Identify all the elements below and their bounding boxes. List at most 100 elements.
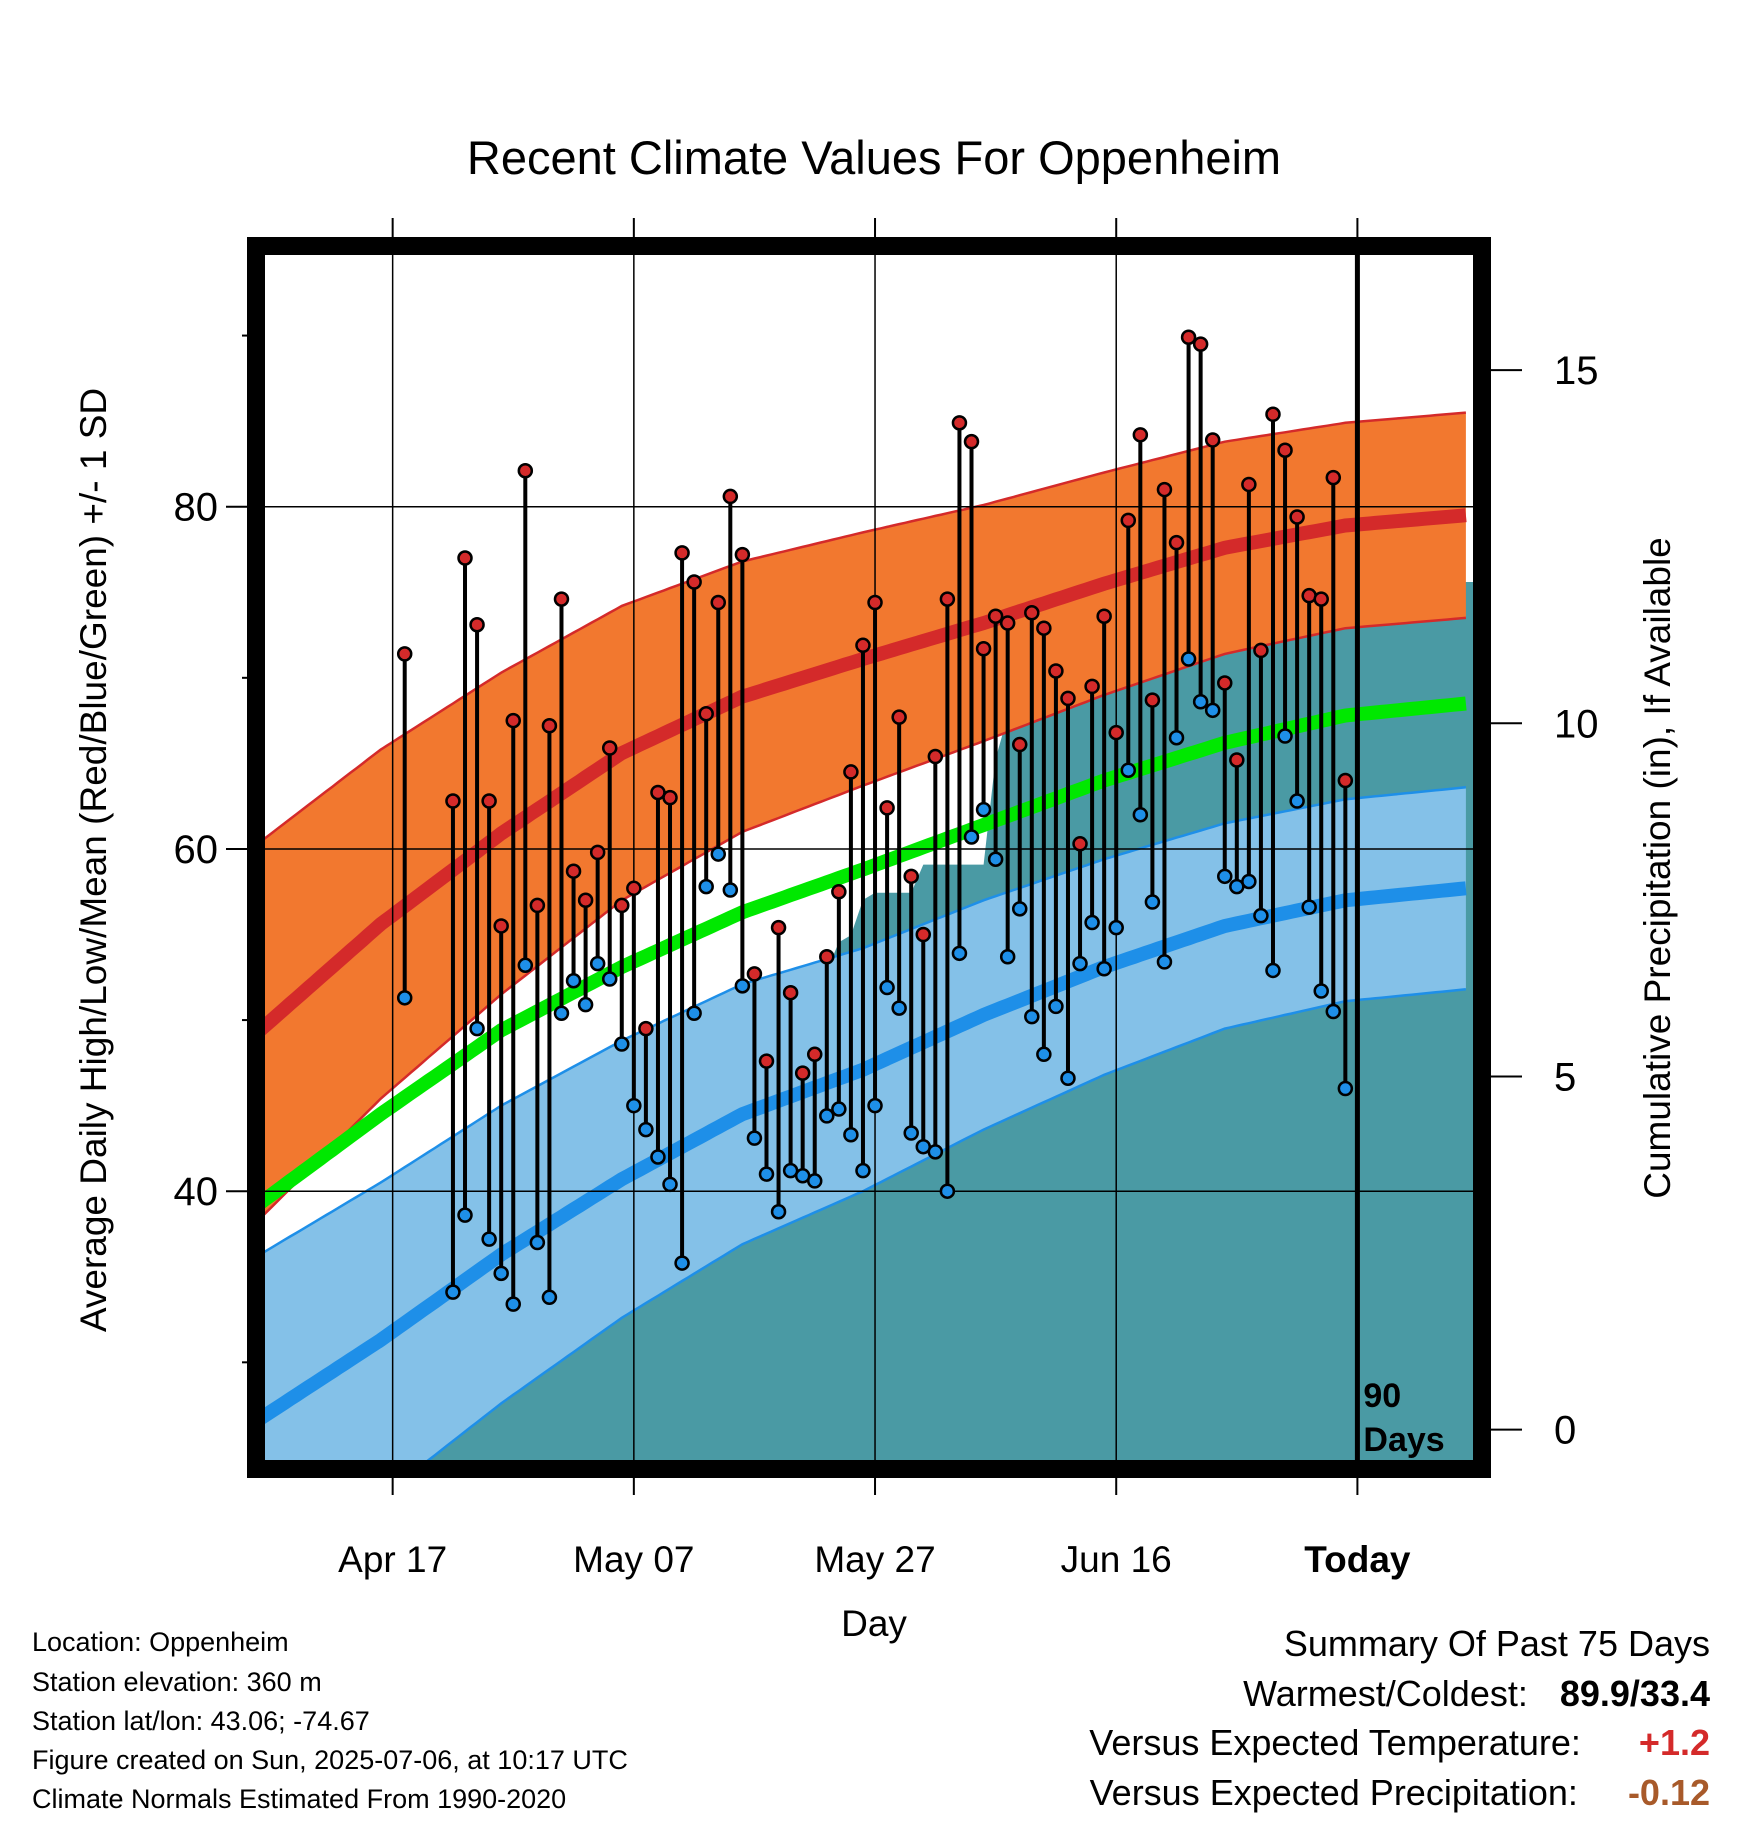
info-elevation: Station elevation: 360 m xyxy=(32,1667,322,1697)
daily-low-point xyxy=(999,949,1016,965)
y2-tick-label: 15 xyxy=(1554,349,1599,393)
daily-low-point xyxy=(1277,728,1293,744)
daily-high-point xyxy=(1060,690,1076,707)
daily-low-point xyxy=(577,996,594,1013)
high-band-upper-edge xyxy=(260,411,1467,844)
x-tick-label: Jun 16 xyxy=(1061,1539,1172,1580)
daily-high-point xyxy=(734,546,751,563)
y-axis-label: Average Daily High/Low/Mean (Red/Blue/Gr… xyxy=(73,388,114,1332)
summary-precipitation: Versus Expected Precipitation: -0.12 xyxy=(1090,1772,1710,1814)
daily-low-point xyxy=(819,1108,835,1124)
daily-high-point xyxy=(505,712,521,729)
daily-low-point xyxy=(445,1284,461,1300)
daily-low-point xyxy=(987,851,1004,867)
daily-high-point xyxy=(589,844,606,861)
summary-temperature-label: Versus Expected Temperature: xyxy=(1089,1722,1581,1763)
daily-high-point xyxy=(1120,512,1137,529)
daily-low-point xyxy=(879,979,895,996)
daily-low-point xyxy=(517,957,534,974)
y2-tick-label: 5 xyxy=(1554,1055,1576,1099)
daily-low-point xyxy=(963,829,980,845)
daily-high-point xyxy=(891,709,907,725)
daily-low-point xyxy=(1096,960,1112,977)
daily-high-point xyxy=(493,918,509,934)
daily-low-point xyxy=(469,1020,485,1037)
daily-high-point xyxy=(794,1065,811,1081)
daily-low-point xyxy=(1011,901,1028,917)
daily-low-point xyxy=(1156,954,1173,970)
y2-axis-label: Cumulative Precipitation (in), If Availa… xyxy=(1637,537,1678,1199)
daily-high-point xyxy=(457,550,473,566)
info-latlon: Station lat/lon: 43.06; -74.67 xyxy=(32,1706,370,1736)
daily-low-point xyxy=(1301,899,1317,915)
daily-high-point xyxy=(1337,772,1354,789)
daily-high-point xyxy=(1156,481,1173,498)
daily-low-point xyxy=(1265,962,1281,979)
daily-low-point xyxy=(975,801,992,818)
daily-high-point xyxy=(831,883,847,900)
daily-high-point xyxy=(1036,620,1052,636)
daily-high-point xyxy=(1108,724,1124,741)
daily-low-point xyxy=(505,1296,521,1312)
daily-high-point xyxy=(987,608,1004,624)
daily-low-point xyxy=(553,1005,570,1021)
daily-low-point xyxy=(686,1005,702,1021)
daily-high-point xyxy=(1277,442,1293,458)
info-created: Figure created on Sun, 2025-07-06, at 10… xyxy=(32,1745,628,1775)
daily-high-point xyxy=(601,740,618,756)
daily-high-point xyxy=(1144,692,1161,708)
daily-high-point xyxy=(710,594,727,611)
daily-low-point xyxy=(843,1126,859,1143)
daily-low-point xyxy=(396,990,413,1006)
y-tick-label: 40 xyxy=(174,1170,219,1214)
summary-heading: Summary Of Past 75 Days xyxy=(1283,1623,1710,1664)
daily-high-point xyxy=(951,415,968,431)
daily-low-point xyxy=(614,1036,630,1052)
x-tick-label: May 07 xyxy=(573,1539,694,1580)
daily-high-point xyxy=(445,793,461,809)
daily-low-point xyxy=(734,978,751,994)
plot-frame xyxy=(247,237,1491,1478)
daily-high-point xyxy=(1217,675,1233,691)
daily-low-point xyxy=(457,1207,473,1223)
summary-precipitation-value: -0.12 xyxy=(1627,1772,1710,1813)
summary-warmest-value: 89.9/33.4 xyxy=(1559,1673,1710,1714)
daily-high-point xyxy=(722,488,739,505)
y-tick-label: 80 xyxy=(174,486,219,530)
daily-low-point xyxy=(1072,955,1088,972)
summary-temperature: Versus Expected Temperature: +1.2 xyxy=(1089,1722,1710,1764)
daily-high-point xyxy=(1132,427,1149,443)
daily-high-point xyxy=(481,793,497,809)
daily-high-point xyxy=(1096,608,1112,624)
daily-low-point xyxy=(1180,651,1197,667)
daily-low-point xyxy=(1132,806,1149,823)
daily-low-point xyxy=(589,955,606,972)
daily-low-point xyxy=(770,1203,787,1220)
daily-high-point xyxy=(1024,605,1040,621)
daily-low-point xyxy=(1289,793,1305,809)
daily-high-point xyxy=(1289,509,1305,525)
x-tick-label: Apr 17 xyxy=(338,1539,447,1580)
daily-high-point xyxy=(614,897,630,914)
daily-low-point xyxy=(1060,1070,1076,1087)
summary-warmest: Warmest/Coldest: 89.9/33.4 xyxy=(1243,1673,1710,1715)
daily-high-point xyxy=(975,640,992,657)
daily-low-point xyxy=(674,1255,690,1271)
daily-low-point xyxy=(1168,729,1185,746)
daily-low-point xyxy=(541,1289,558,1306)
x-tick-label: Today xyxy=(1304,1539,1411,1580)
daily-high-point xyxy=(1313,591,1329,607)
daily-low-point xyxy=(1204,702,1221,719)
daily-low-point xyxy=(601,971,618,987)
summary-precipitation-label: Versus Expected Precipitation: xyxy=(1089,1772,1578,1813)
daily-low-point xyxy=(1337,1080,1354,1097)
daily-low-point xyxy=(867,1097,883,1114)
daily-high-point xyxy=(746,966,763,982)
daily-low-point xyxy=(1217,868,1233,885)
daily-high-point xyxy=(999,615,1016,631)
daily-high-point xyxy=(698,706,714,722)
daily-high-point xyxy=(867,594,883,611)
plot-content: 90 Days xyxy=(260,250,1478,1465)
daily-low-point xyxy=(565,972,582,989)
daily-high-point xyxy=(396,646,413,662)
